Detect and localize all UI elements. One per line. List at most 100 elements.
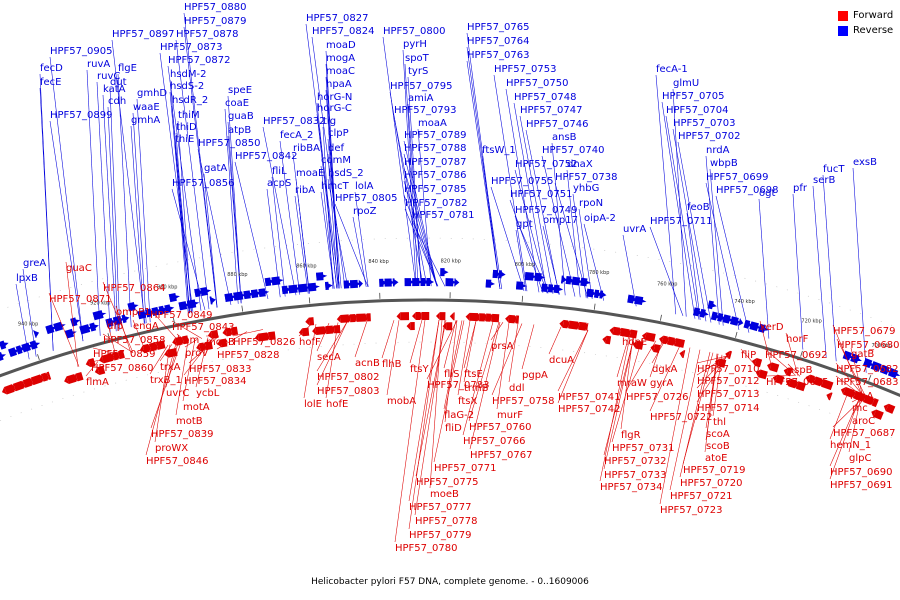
gene-label: HPF57_0778 (415, 516, 477, 527)
gene-label: hofF (299, 337, 321, 348)
gene-label: waaE (133, 102, 160, 113)
gene-label: HPF57_0788 (404, 143, 466, 154)
reverse-gene-arrow-head (426, 278, 434, 287)
leader-line (705, 353, 719, 429)
leader-line (836, 338, 868, 400)
leader-line (175, 132, 190, 314)
legend-swatch (838, 10, 848, 21)
gene-label: moaD (326, 40, 356, 51)
leader-line (86, 69, 101, 336)
leader-line (159, 344, 173, 362)
gene-label: atpB (228, 125, 251, 136)
gene-label: HPF57_0850 (198, 138, 260, 149)
forward-gene-arrow (828, 392, 833, 401)
leader-line (599, 336, 631, 482)
gene-label: HPF57_0786 (404, 170, 466, 181)
gene-label: HPF57_0824 (312, 26, 374, 37)
gene-label: HPF57_0763 (467, 50, 529, 61)
reverse-gene-arrow-head (233, 292, 247, 301)
reverse-gene-arrow-head (297, 284, 311, 293)
gene-label: feoB (687, 202, 710, 213)
gene-label: lolA (355, 181, 374, 192)
forward-gene-arrow (775, 374, 785, 385)
gene-label: HPF57_0683 (836, 377, 898, 388)
leader-line (49, 56, 84, 342)
gene-label: HPF57_0787 (404, 157, 466, 168)
gene-label: HPF57_0733 (604, 470, 666, 481)
leader-line (508, 323, 519, 383)
leader-line (792, 193, 804, 350)
gene-label: HPF57_0764 (467, 36, 529, 47)
leader-line (171, 188, 206, 310)
legend-swatch (838, 25, 848, 36)
gene-label: HPF57_0777 (409, 502, 471, 513)
leader-line (227, 135, 242, 304)
gene-label: HPF57_0789 (404, 130, 466, 141)
gene-label: lolE (304, 399, 322, 410)
forward-gene-arrow (796, 381, 807, 392)
forward-gene-arrow-head (465, 312, 470, 321)
gene-label: ruvA (87, 59, 110, 70)
gene-label: motB (176, 416, 203, 427)
forward-gene-arrow-head (664, 336, 669, 345)
reverse-gene-arrow-head (492, 269, 502, 278)
leader-line (505, 88, 540, 293)
forward-gene-arrow-head (767, 362, 772, 371)
reverse-gene-arrow-head (404, 278, 416, 287)
forward-gene-arrow-head (575, 321, 580, 330)
gene-label: HPF57_0751 (510, 189, 572, 200)
gene-label: speE (228, 85, 252, 96)
leader-line (224, 108, 239, 304)
reverse-gene-arrow-head (264, 278, 275, 287)
forward-gene-arrow (786, 367, 793, 377)
forward-gene-arrow-head (20, 380, 26, 388)
forward-gene-arrow (156, 340, 166, 350)
legend-item: Reverse (838, 23, 893, 38)
gene-label: fecA-1 (656, 64, 688, 75)
forward-gene-arrow-head (609, 326, 614, 335)
reverse-gene-arrow-head (0, 354, 7, 360)
forward-gene-arrow-head (73, 373, 78, 382)
leader-line (686, 212, 701, 320)
gene-label: thiD (176, 122, 197, 133)
leader-line (22, 268, 37, 357)
forward-gene-arrow (356, 313, 366, 322)
leader-line (102, 94, 117, 332)
gene-label: gatB (851, 349, 874, 360)
leader-line (15, 283, 30, 360)
forward-gene-arrow (97, 365, 106, 375)
leader-line (611, 338, 643, 443)
leader-line (433, 320, 465, 463)
leader-line (603, 336, 635, 456)
gene-label: flgE (118, 63, 137, 74)
reverse-gene-arrow-head (699, 308, 709, 317)
forward-gene-arrow-head (565, 320, 570, 329)
gene-label: proWX (155, 443, 188, 454)
tick-label: 820 kbp (441, 258, 461, 264)
leader-line (279, 140, 301, 295)
forward-gene-arrow-head (44, 372, 50, 380)
reverse-gene-arrow-head (594, 289, 603, 298)
leader-line (182, 339, 196, 402)
leader-line (403, 140, 438, 287)
gene-label: oipA-2 (584, 213, 616, 224)
forward-gene-arrow-head (583, 322, 588, 331)
leader-line (462, 321, 494, 436)
forward-gene-arrow-head (196, 343, 201, 352)
forward-gene-arrow-head (626, 329, 631, 338)
gene-label: prsA (491, 341, 514, 352)
reverse-gene-arrow-head (571, 276, 584, 285)
leader-line (149, 344, 169, 375)
leader-line (542, 225, 560, 295)
reverse-gene-arrow-head (258, 289, 270, 298)
leader-line (316, 113, 338, 289)
gene-label: murF (497, 410, 523, 421)
reverse-gene-arrow-head (92, 312, 107, 321)
gene-label: secA (317, 352, 341, 363)
forward-gene-arrow (340, 314, 350, 323)
leader-line (463, 320, 477, 369)
gene-label: dnaX (567, 159, 593, 170)
forward-gene-arrow-head (336, 314, 341, 323)
leader-line (145, 343, 177, 456)
leader-line (183, 26, 218, 308)
